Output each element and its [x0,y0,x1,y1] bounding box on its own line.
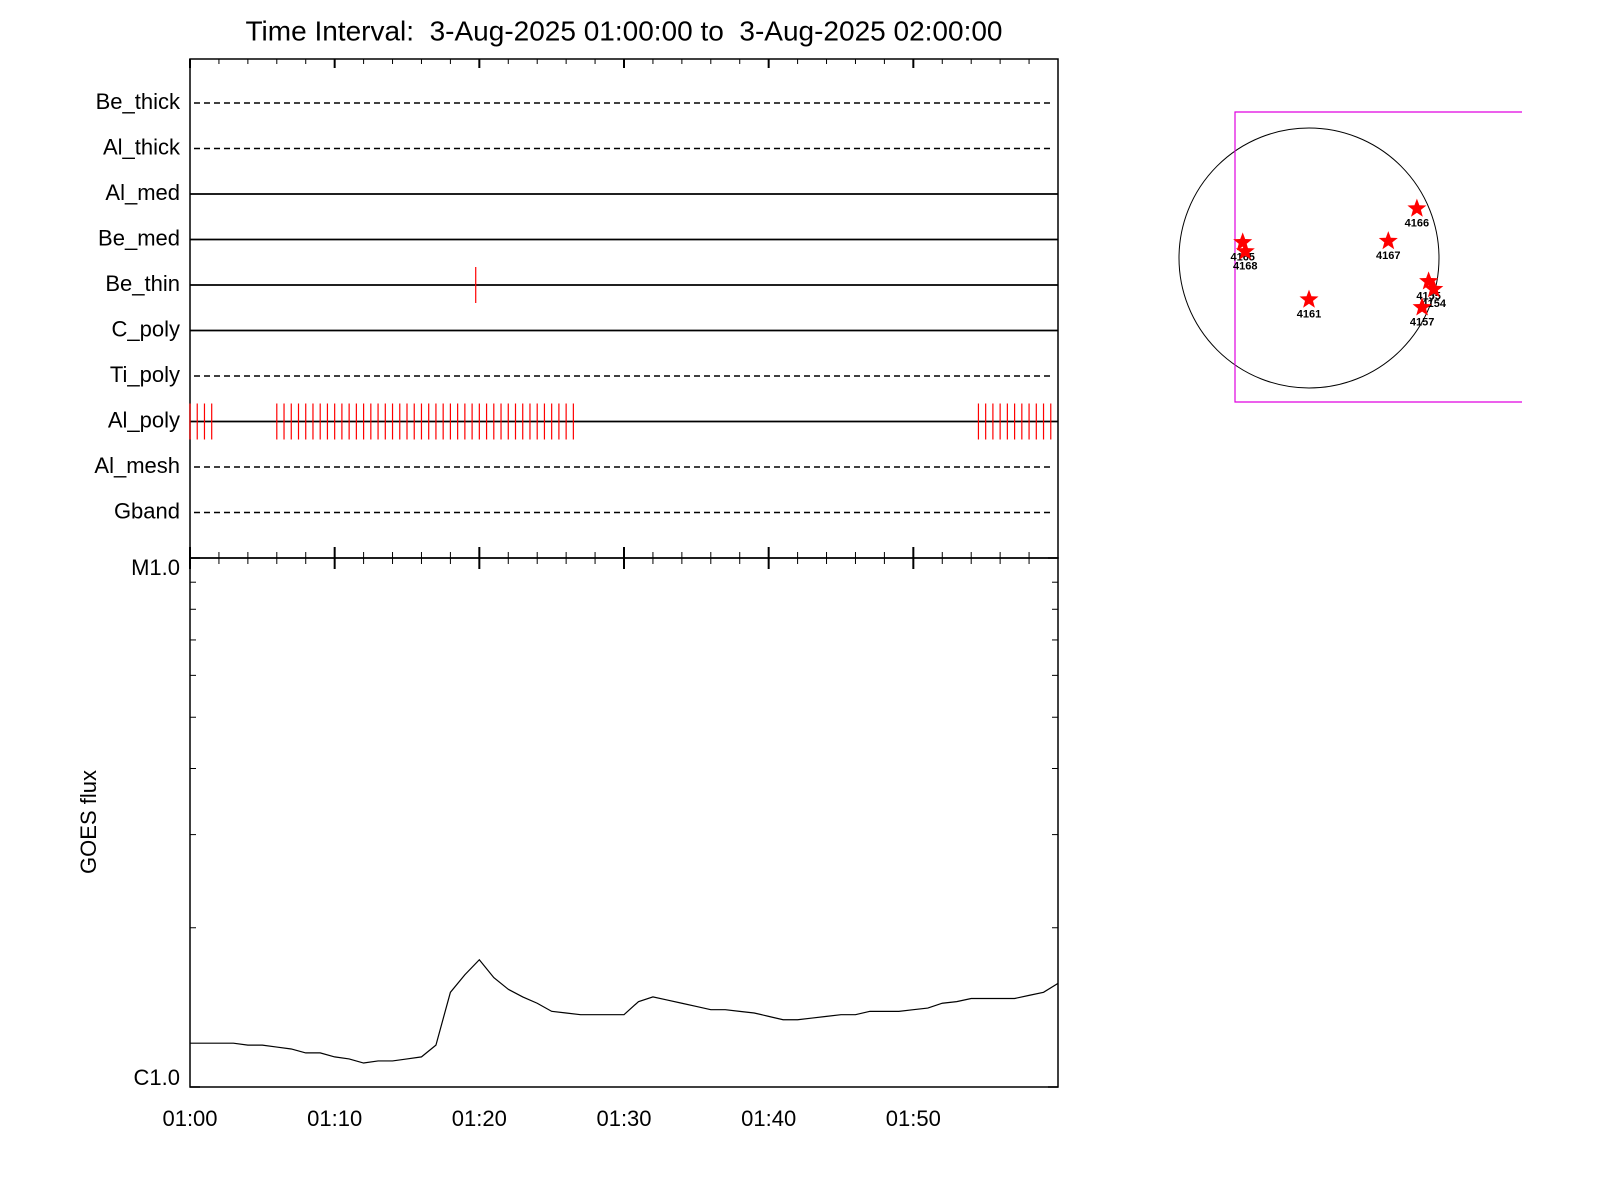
region-star [1299,289,1319,308]
solar-disk [1178,127,1440,389]
region-star [1233,232,1253,251]
channel-label: C_poly [112,316,180,341]
region-star [1424,279,1444,298]
region-label: 4167 [1376,250,1400,262]
channel-label: Be_med [98,225,180,250]
region-label: 4157 [1410,316,1434,328]
x-tick-label: 01:00 [162,1106,217,1131]
region-label: 4166 [1405,218,1429,230]
x-tick-label: 01:10 [307,1106,362,1131]
region-star [1419,271,1439,290]
y-tick-label: C1.0 [134,1065,180,1090]
channel-label: Al_med [105,180,180,205]
channel-panel-frame [189,58,1059,559]
channel-label: Gband [114,498,180,523]
x-tick-label: 01:30 [596,1106,651,1131]
x-tick-label: 01:20 [452,1106,507,1131]
region-label: 4168 [1233,260,1257,272]
y-axis-label: GOES flux [76,770,101,874]
y-tick-label: M1.0 [131,555,180,580]
channel-label: Al_poly [108,407,180,432]
region-star [1235,241,1255,260]
region-star [1412,297,1432,316]
channel-label: Ti_poly [110,362,180,387]
region-label: 4161 [1297,309,1321,321]
region-star [1378,231,1398,250]
channel-label: Al_thick [103,134,181,159]
x-tick-label: 01:50 [886,1106,941,1131]
x-tick-label: 01:40 [741,1106,796,1131]
flux-line [190,958,1059,1064]
chart-title: Time Interval: 3-Aug-2025 01:00:00 to 3-… [245,15,1002,46]
field-of-view [1234,111,1522,403]
channel-label: Al_mesh [94,453,180,478]
region-star [1407,198,1427,217]
channel-label: Be_thick [96,89,181,114]
channel-label: Be_thin [105,271,180,296]
